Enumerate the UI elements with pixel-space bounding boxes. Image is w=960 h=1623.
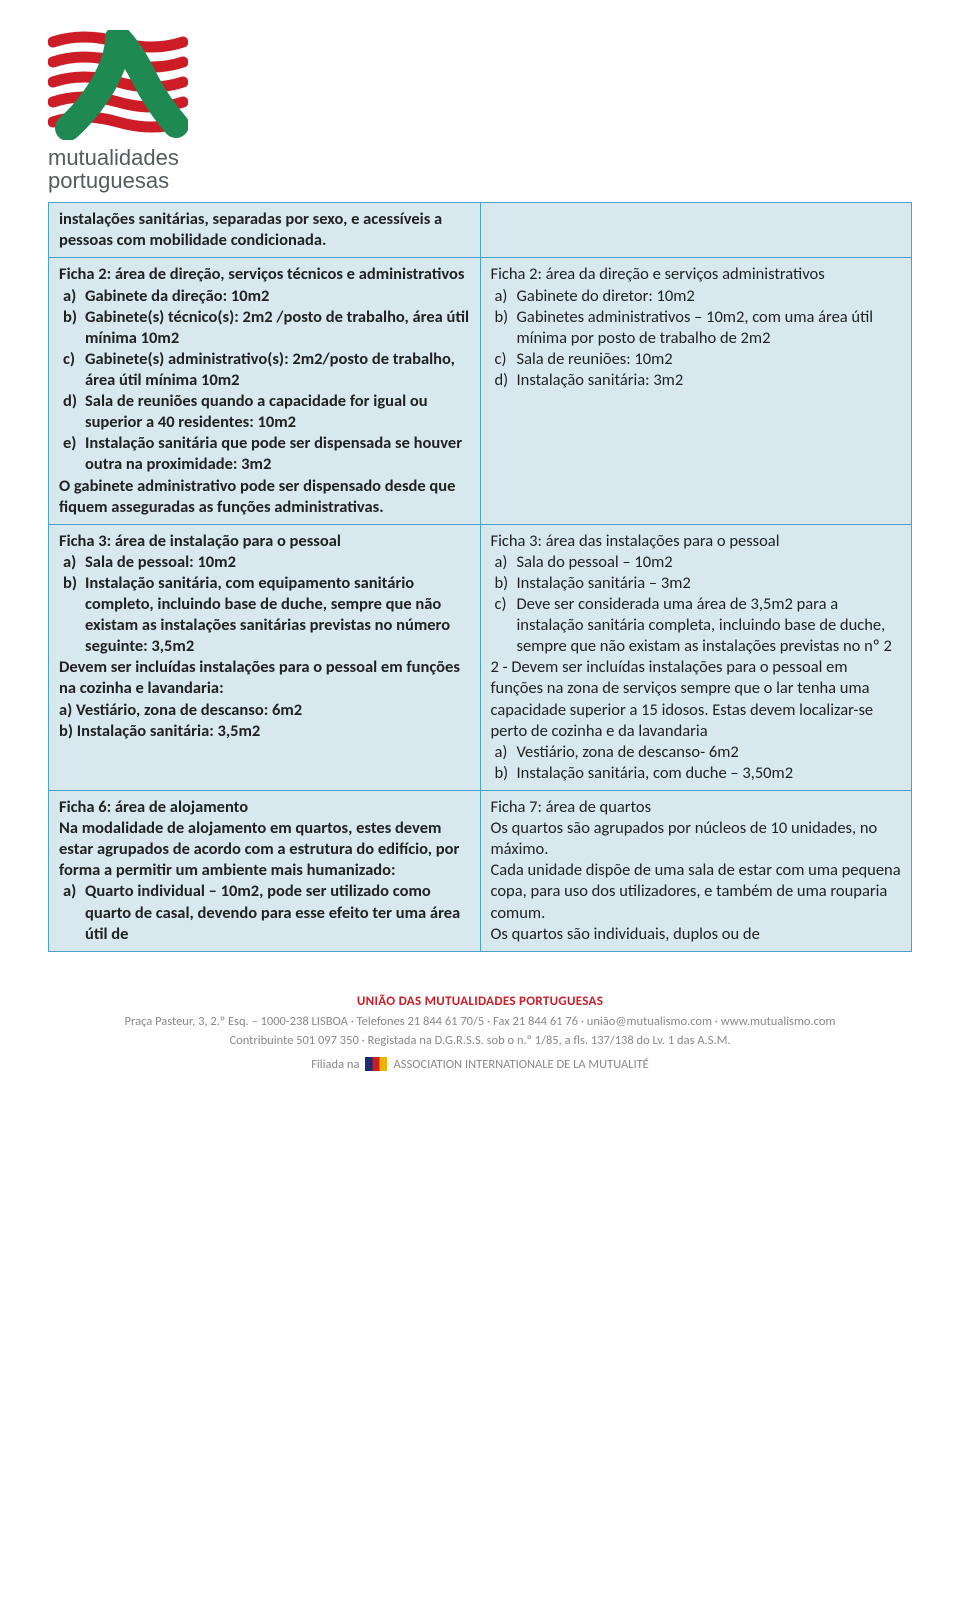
list-item: c)Gabinete(s) administrativo(s): 2m2/pos… xyxy=(85,349,470,391)
table-row: Ficha 2: área de direção, serviços técni… xyxy=(49,258,912,524)
logo-text-line1: mutualidades xyxy=(48,146,912,169)
cell-title: Ficha 6: área de alojamento xyxy=(59,797,470,818)
footer-filiada-name: ASSOCIATION INTERNATIONALE DE LA MUTUALI… xyxy=(393,1055,648,1074)
logo-text: mutualidades portuguesas xyxy=(48,146,912,192)
cell-title: Ficha 3: área de instalação para o pesso… xyxy=(59,531,470,552)
footer-filiada: Filiada na ASSOCIATION INTERNATIONALE DE… xyxy=(311,1055,649,1074)
cell-intro: Na modalidade de alojamento em quartos, … xyxy=(59,818,470,881)
footer: UNIÃO DAS MUTUALIDADES PORTUGUESAS Praça… xyxy=(48,992,912,1092)
logo: mutualidades portuguesas xyxy=(48,30,912,192)
list-item: a)Vestiário, zona de descanso- 6m2 xyxy=(517,742,902,763)
cell-right-0 xyxy=(480,203,912,258)
cell-trailing: Devem ser incluídas instalações para o p… xyxy=(59,657,470,699)
cell-intro: instalações sanitárias, separadas por se… xyxy=(59,209,470,251)
table-row: Ficha 3: área de instalação para o pesso… xyxy=(49,524,912,790)
list-item: a)Sala de pessoal: 10m2 xyxy=(85,552,470,573)
cell-trailing: 2 - Devem ser incluídas instalações para… xyxy=(491,657,902,741)
cell-para: Cada unidade dispõe de uma sala de estar… xyxy=(491,860,902,923)
list-item: c)Sala de reuniões: 10m2 xyxy=(517,349,902,370)
list-item: d)Sala de reuniões quando a capacidade f… xyxy=(85,391,470,433)
logo-icon xyxy=(48,30,188,140)
list-item: b)Instalação sanitária, com duche – 3,50… xyxy=(517,763,902,784)
footer-line1: Praça Pasteur, 3, 2.º Esq. – 1000-238 LI… xyxy=(48,1012,912,1031)
list-item: b)Instalação sanitária – 3m2 xyxy=(517,573,902,594)
table-row: instalações sanitárias, separadas por se… xyxy=(49,203,912,258)
list-item: e)Instalação sanitária que pode ser disp… xyxy=(85,433,470,475)
cell-list: a)Gabinete da direção: 10m2 b)Gabinete(s… xyxy=(59,286,470,476)
list-item: b)Gabinete(s) técnico(s): 2m2 /posto de … xyxy=(85,307,470,349)
cell-left-0: instalações sanitárias, separadas por se… xyxy=(49,203,481,258)
list-item: b)Gabinetes administrativos – 10m2, com … xyxy=(517,307,902,349)
cell-right-2: Ficha 3: área das instalações para o pes… xyxy=(480,524,912,790)
list-item: b)Instalação sanitária, com equipamento … xyxy=(85,573,470,657)
list-item: d)Instalação sanitária: 3m2 xyxy=(517,370,902,391)
list-item: a)Gabinete da direção: 10m2 xyxy=(85,286,470,307)
cell-para: Os quartos são agrupados por núcleos de … xyxy=(491,818,902,860)
aim-flag-icon xyxy=(365,1057,387,1071)
cell-list: a)Quarto individual – 10m2, pode ser uti… xyxy=(59,881,470,944)
footer-title: UNIÃO DAS MUTUALIDADES PORTUGUESAS xyxy=(48,992,912,1012)
cell-left-2: Ficha 3: área de instalação para o pesso… xyxy=(49,524,481,790)
cell-title: Ficha 2: área da direção e serviços admi… xyxy=(491,264,902,285)
cell-list: a)Sala do pessoal – 10m2 b)Instalação sa… xyxy=(491,552,902,658)
cell-trailing: O gabinete administrativo pode ser dispe… xyxy=(59,476,470,518)
list-item: a)Quarto individual – 10m2, pode ser uti… xyxy=(85,881,470,944)
cell-title: Ficha 2: área de direção, serviços técni… xyxy=(59,264,470,285)
footer-filiada-prefix: Filiada na xyxy=(311,1055,359,1074)
cell-trailing2: a) Vestiário, zona de descanso: 6m2 xyxy=(59,700,470,721)
cell-title: Ficha 7: área de quartos xyxy=(491,797,902,818)
cell-list: a)Gabinete do diretor: 10m2 b)Gabinetes … xyxy=(491,286,902,392)
list-item: a)Gabinete do diretor: 10m2 xyxy=(517,286,902,307)
logo-text-line2: portuguesas xyxy=(48,169,912,192)
cell-sublist: a)Vestiário, zona de descanso- 6m2 b)Ins… xyxy=(491,742,902,784)
cell-para: Os quartos são individuais, duplos ou de xyxy=(491,924,902,945)
list-item: c)Deve ser considerada uma área de 3,5m2… xyxy=(517,594,902,657)
cell-left-3: Ficha 6: área de alojamento Na modalidad… xyxy=(49,791,481,952)
cell-right-3: Ficha 7: área de quartos Os quartos são … xyxy=(480,791,912,952)
cell-list: a)Sala de pessoal: 10m2 b)Instalação san… xyxy=(59,552,470,658)
cell-right-1: Ficha 2: área da direção e serviços admi… xyxy=(480,258,912,524)
cell-title: Ficha 3: área das instalações para o pes… xyxy=(491,531,902,552)
list-item: a)Sala do pessoal – 10m2 xyxy=(517,552,902,573)
cell-trailing3: b) Instalação sanitária: 3,5m2 xyxy=(59,721,470,742)
footer-line2: Contribuinte 501 097 350 · Registada na … xyxy=(48,1031,912,1050)
cell-left-1: Ficha 2: área de direção, serviços técni… xyxy=(49,258,481,524)
table-row: Ficha 6: área de alojamento Na modalidad… xyxy=(49,791,912,952)
comparison-table: instalações sanitárias, separadas por se… xyxy=(48,202,912,952)
